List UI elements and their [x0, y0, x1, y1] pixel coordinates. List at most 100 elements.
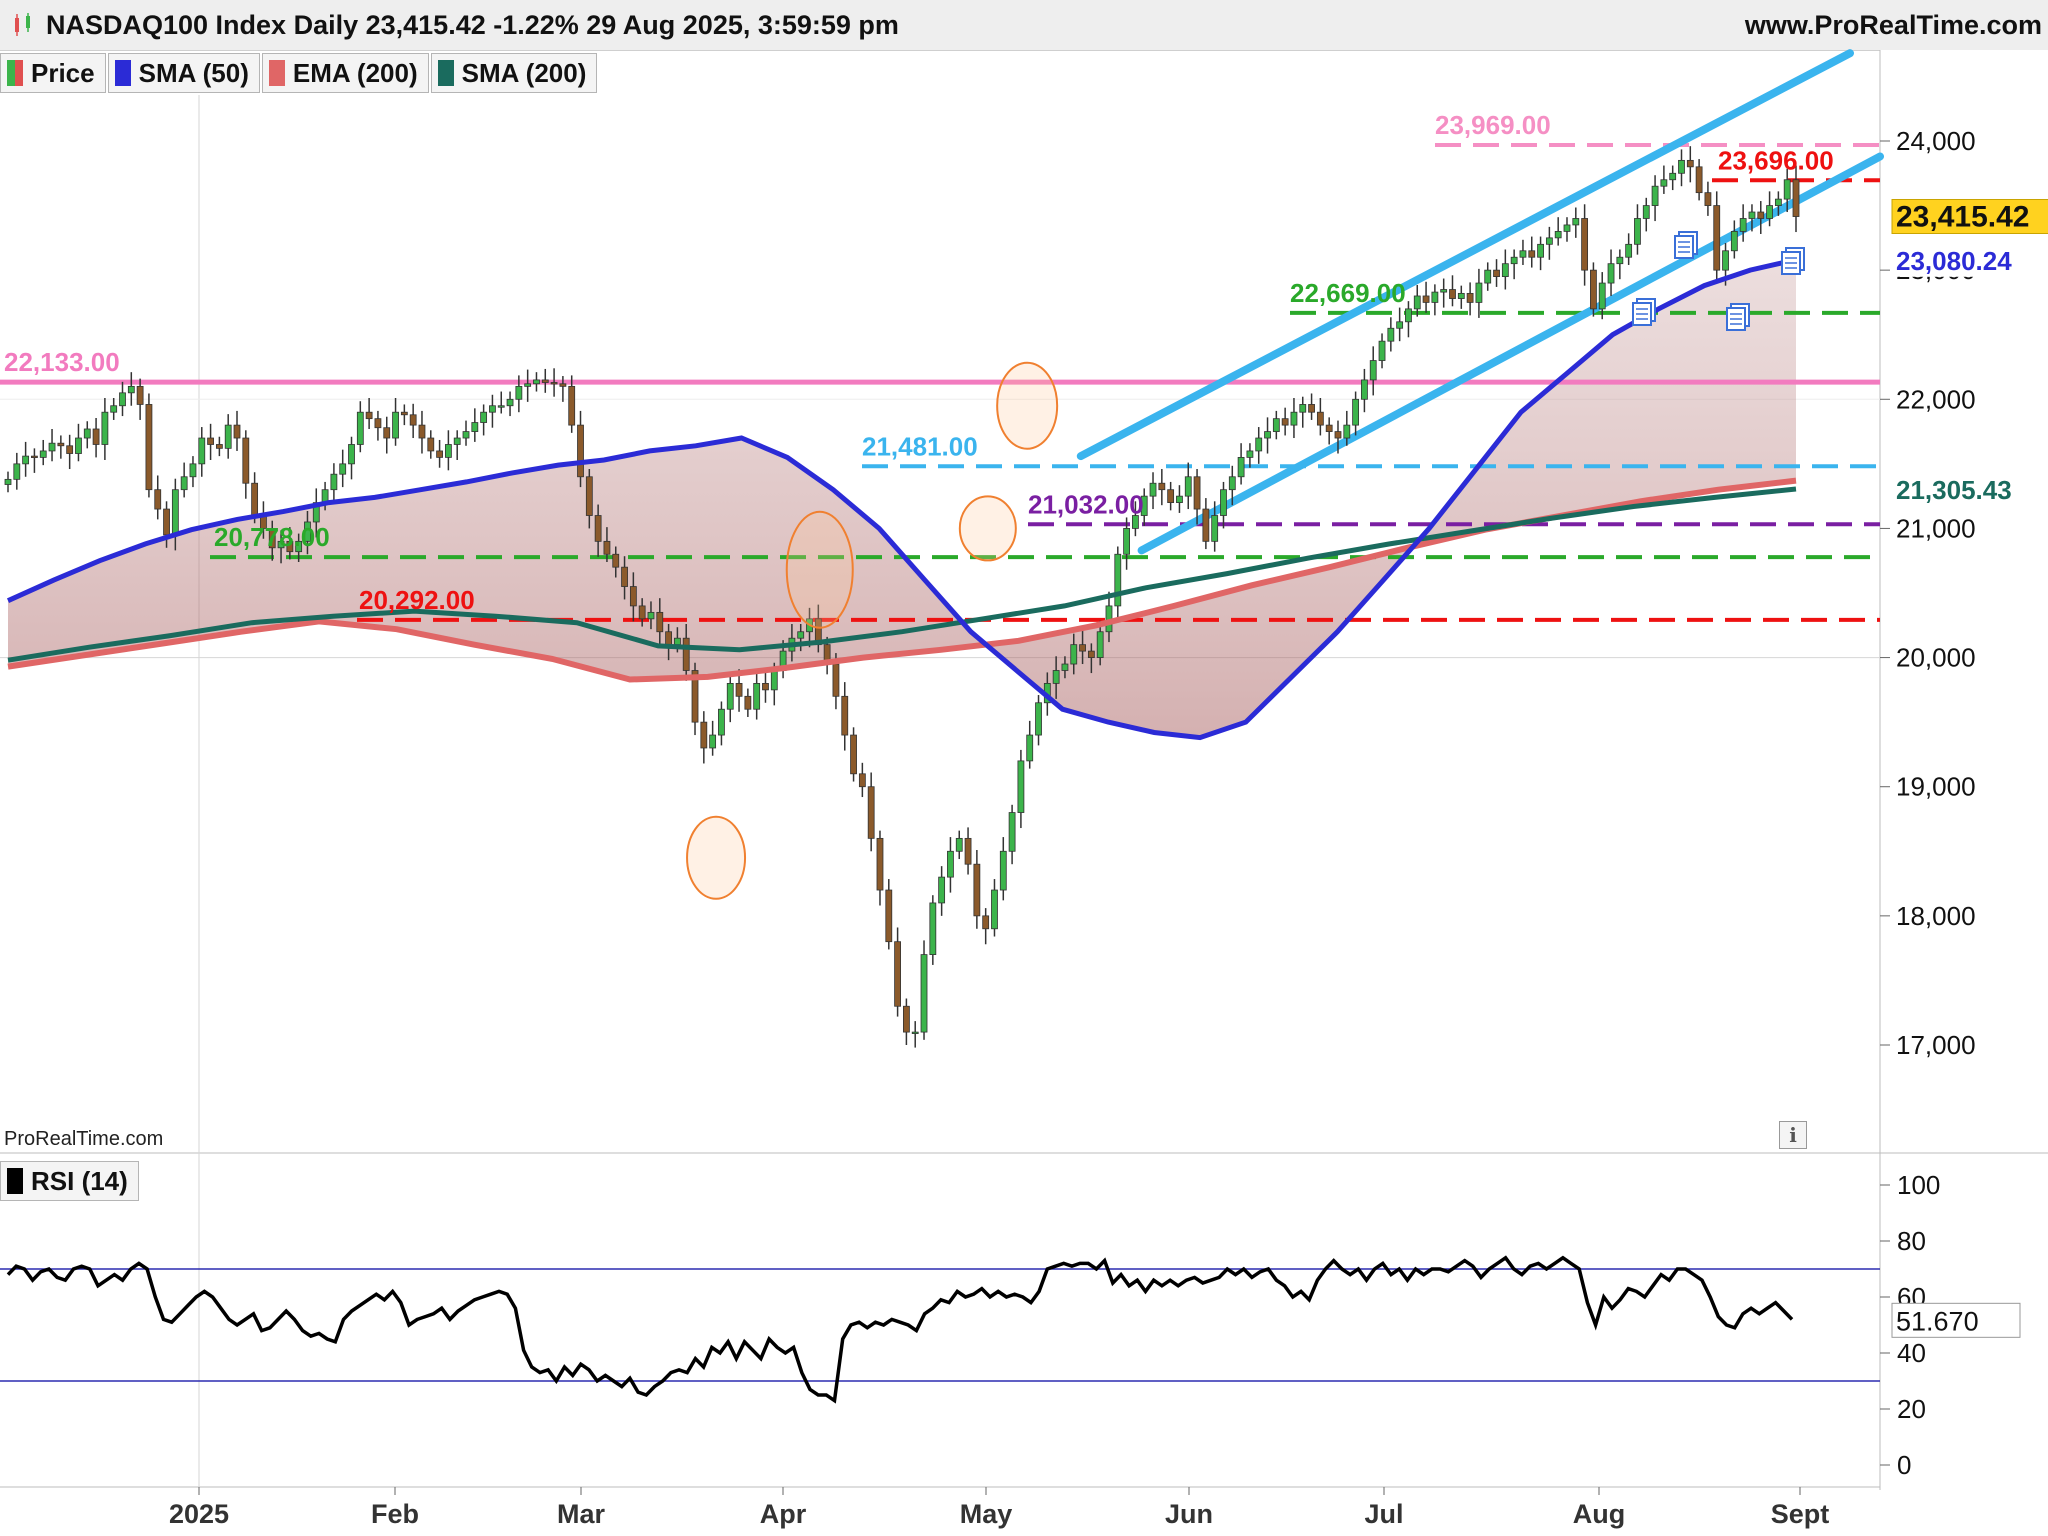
candle[interactable]: [480, 404, 488, 436]
candle[interactable]: [1052, 656, 1060, 699]
candle[interactable]: [1167, 481, 1175, 511]
candle[interactable]: [1149, 472, 1157, 510]
candle[interactable]: [550, 368, 558, 397]
candle[interactable]: [1730, 220, 1738, 259]
candle[interactable]: [929, 895, 937, 965]
candle[interactable]: [885, 879, 893, 950]
candle[interactable]: [991, 879, 998, 937]
candle[interactable]: [1158, 469, 1166, 506]
candle[interactable]: [497, 391, 505, 414]
candle[interactable]: [1334, 420, 1342, 454]
brand-url[interactable]: www.ProRealTime.com: [1744, 10, 2042, 40]
candle[interactable]: [1607, 249, 1615, 296]
candle[interactable]: [75, 423, 82, 462]
rsi-line[interactable]: [6, 1255, 1794, 1404]
candle[interactable]: [938, 866, 946, 916]
candle[interactable]: [31, 448, 38, 473]
candle[interactable]: [127, 372, 135, 406]
candle[interactable]: [858, 762, 866, 798]
candle[interactable]: [629, 572, 637, 622]
candle[interactable]: [1202, 498, 1210, 550]
candle[interactable]: [1035, 695, 1042, 746]
candle[interactable]: [947, 837, 954, 893]
candle[interactable]: [392, 397, 399, 446]
candle[interactable]: [1308, 393, 1315, 420]
candle[interactable]: [1246, 443, 1254, 468]
legend-price[interactable]: Price: [0, 53, 106, 93]
candle[interactable]: [356, 401, 364, 453]
candle[interactable]: [973, 849, 981, 929]
candle[interactable]: [894, 927, 901, 1017]
candle[interactable]: [1026, 720, 1034, 769]
candle[interactable]: [726, 672, 734, 723]
candle[interactable]: [1757, 201, 1765, 234]
candle[interactable]: [568, 375, 576, 433]
candle[interactable]: [66, 434, 74, 470]
candle[interactable]: [762, 669, 769, 703]
candle[interactable]: [1748, 204, 1756, 232]
candlestick-icon[interactable]: [12, 12, 34, 38]
candle[interactable]: [533, 372, 540, 392]
candle[interactable]: [57, 435, 65, 459]
highlight-ellipse[interactable]: [686, 815, 747, 900]
highlight-ellipse[interactable]: [996, 361, 1059, 450]
candle[interactable]: [559, 376, 567, 402]
candle[interactable]: [1378, 333, 1386, 369]
candle[interactable]: [1184, 462, 1192, 510]
candle[interactable]: [22, 441, 30, 477]
candle[interactable]: [515, 375, 523, 413]
candle[interactable]: [850, 727, 857, 782]
candle[interactable]: [1537, 236, 1544, 271]
candle[interactable]: [1369, 346, 1377, 396]
candle[interactable]: [383, 416, 391, 454]
candle[interactable]: [92, 418, 100, 458]
candle[interactable]: [1651, 175, 1659, 222]
candle[interactable]: [964, 827, 972, 875]
candle[interactable]: [1678, 149, 1685, 187]
candle[interactable]: [577, 410, 584, 488]
candle[interactable]: [1581, 204, 1589, 286]
candle[interactable]: [427, 430, 435, 459]
candle[interactable]: [1061, 656, 1069, 679]
candle[interactable]: [656, 598, 664, 645]
candle[interactable]: [876, 830, 884, 906]
candle[interactable]: [1228, 465, 1236, 506]
candle[interactable]: [1783, 168, 1791, 213]
candle[interactable]: [136, 378, 144, 420]
candle[interactable]: [920, 940, 928, 1040]
candle[interactable]: [691, 662, 699, 736]
candle[interactable]: [1017, 749, 1025, 829]
candle[interactable]: [1290, 397, 1298, 439]
candle[interactable]: [48, 428, 56, 462]
candle[interactable]: [330, 463, 338, 501]
candle[interactable]: [1132, 501, 1139, 537]
candle[interactable]: [1739, 204, 1747, 242]
candle[interactable]: [1449, 275, 1456, 307]
candle[interactable]: [145, 393, 153, 498]
candle[interactable]: [180, 462, 188, 498]
candle[interactable]: [1387, 317, 1395, 352]
candle[interactable]: [1316, 397, 1324, 436]
candle[interactable]: [1766, 191, 1773, 227]
legend-ema200[interactable]: EMA (200): [261, 53, 429, 93]
highlight-ellipse[interactable]: [958, 495, 1017, 562]
candle[interactable]: [1281, 407, 1289, 436]
candle[interactable]: [700, 711, 708, 764]
candle[interactable]: [585, 469, 593, 529]
candle[interactable]: [999, 837, 1007, 901]
legend-rsi[interactable]: RSI (14): [0, 1161, 139, 1201]
candle[interactable]: [1466, 282, 1474, 316]
candle[interactable]: [647, 601, 655, 630]
candle[interactable]: [1572, 207, 1580, 238]
candle[interactable]: [189, 456, 197, 488]
candle[interactable]: [1713, 191, 1721, 284]
document-icon[interactable]: [1781, 247, 1805, 275]
candle[interactable]: [444, 430, 452, 471]
legend-sma200[interactable]: SMA (200): [430, 53, 598, 93]
candle[interactable]: [1660, 165, 1668, 194]
candle[interactable]: [735, 669, 743, 712]
candle[interactable]: [1220, 481, 1227, 529]
candle[interactable]: [198, 427, 206, 477]
candle[interactable]: [154, 475, 162, 520]
